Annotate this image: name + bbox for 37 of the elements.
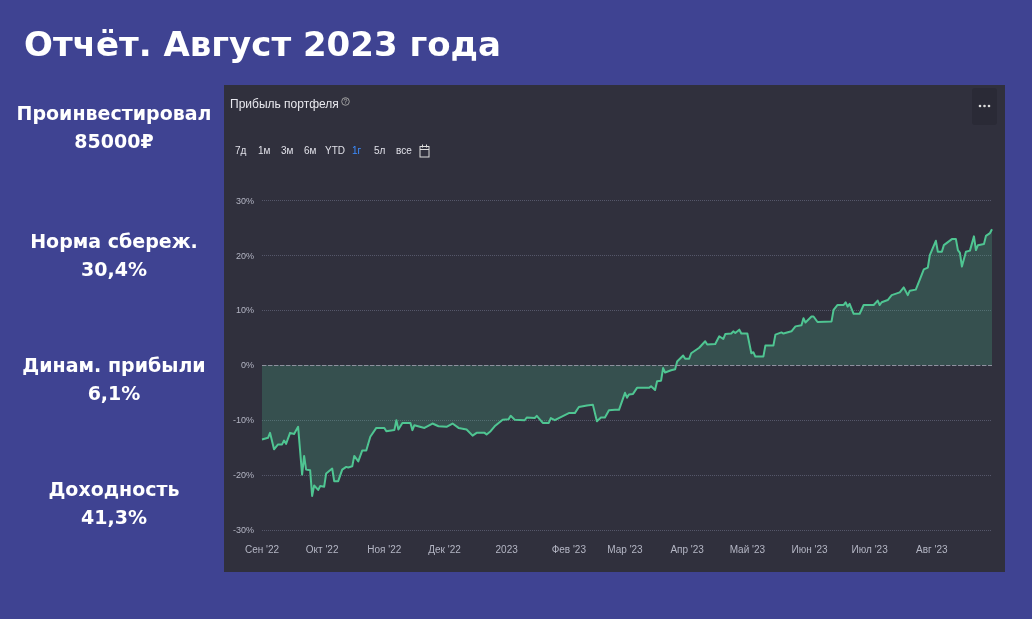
text: 85000₽ bbox=[73, 129, 155, 154]
text: Норма сбереж. bbox=[29, 229, 199, 254]
text: 30,4% bbox=[80, 257, 148, 282]
text: 7д bbox=[235, 145, 247, 156]
text: Динам. прибыли bbox=[21, 353, 207, 378]
x-tick-label: 2023 bbox=[495, 543, 519, 555]
x-tick-label: Фев '23 bbox=[551, 543, 587, 555]
text: Доходность bbox=[47, 477, 181, 502]
x-tick-label: Апр '23 bbox=[670, 543, 705, 555]
y-tick-label: 0% bbox=[240, 360, 254, 371]
y-tick-label: -10% bbox=[232, 415, 254, 426]
x-tick-label: Авг '23 bbox=[916, 543, 948, 555]
text: 5л bbox=[374, 145, 386, 156]
x-tick-label: Сен '22 bbox=[244, 543, 280, 555]
y-tick-label: 30% bbox=[235, 195, 254, 206]
text: 1г bbox=[352, 145, 362, 156]
text: все bbox=[396, 145, 412, 156]
x-tick-label: Ноя '22 bbox=[367, 543, 402, 555]
text: 1м bbox=[258, 145, 271, 156]
chart-subtitle: Прибыль портфеля bbox=[230, 97, 339, 111]
y-tick-label: -20% bbox=[232, 470, 254, 481]
x-tick-label: Мар '23 bbox=[607, 543, 644, 555]
x-tick-label: Июн '23 bbox=[791, 543, 828, 555]
chart-title: Отчёт. Август 2023 года bbox=[24, 24, 501, 64]
text: Проинвестировал bbox=[15, 101, 213, 126]
text: 3м bbox=[281, 145, 294, 156]
y-tick-label: 10% bbox=[235, 305, 254, 316]
x-tick-label: Дек '22 bbox=[428, 543, 462, 555]
y-tick-label: -30% bbox=[232, 525, 254, 535]
y-tick-label: 20% bbox=[235, 250, 254, 261]
text: 6м bbox=[304, 145, 317, 156]
text: 41,3% bbox=[80, 505, 148, 530]
x-tick-label: Окт '22 bbox=[305, 543, 339, 555]
x-tick-label: Май '23 bbox=[729, 543, 766, 555]
x-tick-label: Июл '23 bbox=[851, 543, 889, 555]
text: 6,1% bbox=[86, 381, 142, 406]
text: YTD bbox=[325, 145, 345, 156]
